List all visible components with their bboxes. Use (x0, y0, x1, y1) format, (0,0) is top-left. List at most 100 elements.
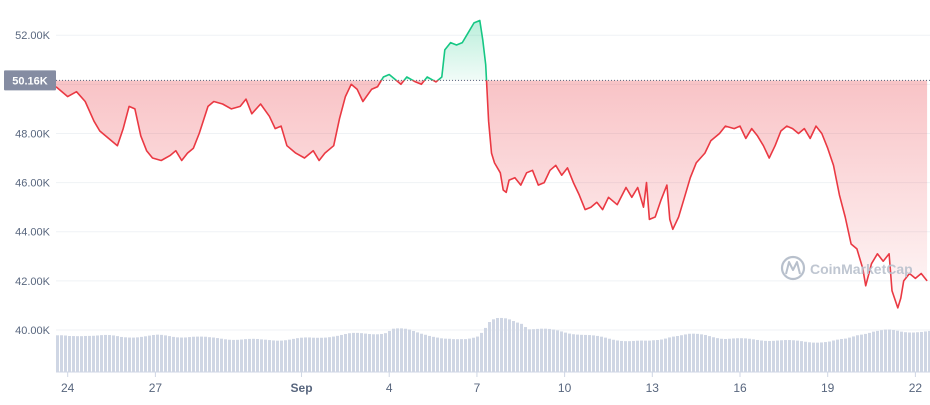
volume-bar (800, 341, 803, 372)
volume-bar (828, 341, 831, 372)
volume-bar (392, 328, 395, 372)
volume-bar (700, 334, 703, 372)
volume-bar (544, 328, 547, 372)
volume-bar (608, 338, 611, 372)
volume-bar (252, 338, 255, 372)
volume-bar (768, 340, 771, 372)
volume-bar (320, 337, 323, 372)
volume-bar (488, 322, 491, 372)
volume-bar (136, 337, 139, 372)
baseline-price-badge: 50.16K (4, 70, 56, 91)
y-tick-label: 52.00K (15, 30, 51, 42)
volume-bar (664, 338, 667, 372)
coinmarketcap-logo-icon (780, 255, 806, 281)
volume-bar (88, 335, 91, 372)
volume-bar (164, 335, 167, 372)
volume-bar (548, 328, 551, 372)
volume-bar (716, 338, 719, 372)
volume-bar (644, 340, 647, 372)
volume-bar (260, 339, 263, 372)
volume-bar (824, 342, 827, 372)
volume-bar (120, 336, 123, 372)
volume-bar (908, 332, 911, 372)
volume-bar (776, 340, 779, 372)
volume-bar (264, 339, 267, 372)
volume-bar (84, 335, 87, 372)
volume-bar (420, 333, 423, 372)
volume-bar (904, 332, 907, 372)
volume-bar (540, 328, 543, 372)
volume-bar (476, 336, 479, 372)
y-tick-label: 46.00K (15, 178, 51, 190)
volume-bar (288, 339, 291, 372)
volume-bar (112, 335, 115, 372)
volume-bar (892, 329, 895, 372)
price-line (55, 19, 928, 309)
volume-bar (784, 340, 787, 372)
volume-bar (844, 338, 847, 372)
volume-bar (640, 340, 643, 372)
volume-bar (440, 338, 443, 372)
volume-bar (796, 340, 799, 372)
volume-bar (348, 333, 351, 372)
volume-bar (876, 330, 879, 372)
volume-bar (76, 336, 79, 372)
volume-bar (564, 332, 567, 372)
volume-bar (492, 319, 495, 372)
volume-bar (624, 341, 627, 372)
volume-bar (484, 327, 487, 372)
volume-bar (384, 333, 387, 372)
volume-bar (712, 337, 715, 372)
volume-bar (588, 335, 591, 372)
volume-bar (568, 333, 571, 372)
x-tick-label: 13 (646, 381, 660, 395)
volume-bar (380, 333, 383, 372)
volume-bar (692, 333, 695, 372)
volume-bar (600, 336, 603, 372)
volume-bar (508, 319, 511, 372)
volume-bar (572, 334, 575, 372)
volume-bar (124, 337, 127, 372)
volume-bar (228, 339, 231, 372)
volume-bar (592, 335, 595, 372)
volume-bar (732, 338, 735, 372)
volume-bar (620, 340, 623, 372)
volume-bar (632, 340, 635, 372)
volume-bar (680, 335, 683, 372)
coinmarketcap-watermark: CoinMarketCap (780, 255, 913, 281)
volume-bar (496, 318, 499, 372)
volume-bar (280, 340, 283, 372)
volume-bar (60, 335, 63, 372)
volume-bar (336, 335, 339, 372)
volume-bar (912, 332, 915, 372)
volume-bar (428, 335, 431, 372)
volume-bar (180, 337, 183, 372)
volume-bar (212, 337, 215, 372)
volume-bar (728, 338, 731, 372)
volume-bar (424, 334, 427, 372)
volume-bar (648, 340, 651, 372)
volume-bar (436, 337, 439, 372)
volume-bar (872, 331, 875, 372)
volume-bar (756, 339, 759, 372)
volume-bar (300, 337, 303, 372)
volume-bar (220, 338, 223, 372)
volume-bar (232, 339, 235, 372)
volume-bar (416, 332, 419, 372)
volume-bar (308, 337, 311, 372)
volume-bar (296, 338, 299, 372)
volume-bar (340, 334, 343, 372)
volume-bar (836, 339, 839, 372)
volume-bar (696, 333, 699, 372)
volume-bar (148, 335, 151, 372)
volume-bar (368, 334, 371, 372)
volume-bar (804, 341, 807, 372)
volume-bar (900, 331, 903, 372)
volume-bar (312, 337, 315, 372)
volume-bar (244, 339, 247, 372)
volume-bar (92, 335, 95, 372)
volume-bar (132, 337, 135, 372)
x-tick-label: 24 (61, 381, 75, 395)
volume-bar (316, 337, 319, 372)
